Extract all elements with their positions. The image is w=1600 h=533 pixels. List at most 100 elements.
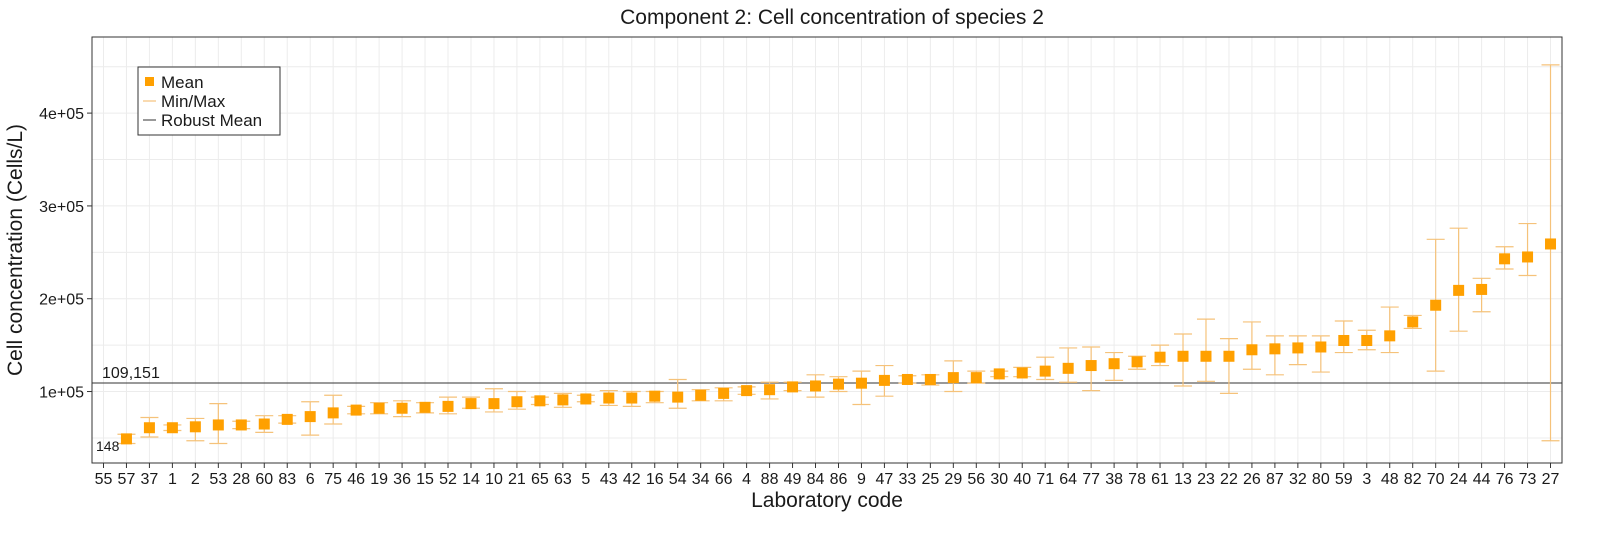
mean-point-86: [832, 378, 844, 390]
x-tick-label: 28: [232, 471, 250, 488]
mean-point-5: [580, 393, 592, 405]
mean-point-28: [235, 419, 247, 431]
x-tick-label: 70: [1427, 471, 1445, 488]
mean-point-4: [741, 385, 753, 397]
mean-point-19: [373, 402, 385, 414]
x-tick-label: 63: [554, 471, 572, 488]
mean-point-76: [1499, 253, 1511, 265]
x-tick-label: 19: [370, 471, 388, 488]
x-tick-label: 83: [278, 471, 296, 488]
x-tick-label: 56: [967, 471, 985, 488]
mean-point-47: [878, 374, 890, 386]
x-tick-label: 84: [807, 471, 825, 488]
legend-mean-label: Mean: [161, 73, 204, 92]
x-tick-label: 9: [857, 471, 866, 488]
mean-point-65: [534, 395, 546, 407]
mean-point-88: [764, 384, 776, 396]
x-tick-label: 61: [1151, 471, 1169, 488]
legend-minmax-label: Min/Max: [161, 92, 226, 111]
mean-point-15: [419, 401, 431, 413]
y-tick-label: 3e+05: [39, 199, 84, 216]
mean-point-61: [1154, 351, 1166, 363]
mean-point-13: [1177, 350, 1189, 362]
x-tick-label: 3: [1362, 471, 1371, 488]
mean-point-83: [281, 413, 293, 425]
x-tick-label: 37: [141, 471, 159, 488]
x-tick-label: 24: [1450, 471, 1468, 488]
mean-point-52: [442, 400, 454, 412]
x-tick-label: 29: [944, 471, 962, 488]
mean-point-60: [258, 418, 270, 430]
x-tick-label: 5: [581, 471, 590, 488]
mean-point-36: [396, 402, 408, 414]
x-tick-label: 60: [255, 471, 273, 488]
mean-point-64: [1062, 362, 1074, 374]
x-tick-label: 27: [1542, 471, 1560, 488]
mean-point-53: [212, 419, 224, 431]
x-tick-label: 49: [784, 471, 802, 488]
x-tick-label: 30: [990, 471, 1008, 488]
mean-point-59: [1338, 334, 1350, 346]
x-tick-label: 38: [1105, 471, 1123, 488]
mean-point-23: [1200, 350, 1212, 362]
x-tick-label: 76: [1496, 471, 1514, 488]
mean-point-6: [304, 411, 316, 423]
mean-point-63: [557, 394, 569, 406]
mean-point-24: [1453, 284, 1465, 296]
x-tick-label: 34: [692, 471, 710, 488]
x-tick-label: 78: [1128, 471, 1146, 488]
mean-point-78: [1131, 356, 1143, 368]
y-tick-label: 1e+05: [39, 385, 84, 402]
x-tick-label: 87: [1266, 471, 1284, 488]
plot-panel: [92, 37, 1562, 463]
x-tick-label: 46: [347, 471, 365, 488]
mean-point-49: [787, 381, 799, 393]
mean-point-77: [1085, 360, 1097, 372]
mean-point-14: [465, 398, 477, 410]
x-tick-label: 42: [623, 471, 641, 488]
legend-robust-mean-label: Robust Mean: [161, 111, 262, 130]
legend-box: [137, 66, 281, 136]
x-tick-label: 16: [646, 471, 664, 488]
x-tick-label: 15: [416, 471, 434, 488]
mean-point-27: [1545, 238, 1557, 250]
x-tick-label: 22: [1220, 471, 1238, 488]
mean-point-22: [1223, 350, 1235, 362]
mean-point-9: [855, 377, 867, 389]
mean-point-42: [626, 392, 638, 404]
x-tick-label: 36: [393, 471, 411, 488]
x-tick-label: 43: [600, 471, 618, 488]
mean-point-38: [1108, 358, 1120, 370]
legend: Mean Min/Max Robust Mean: [137, 66, 281, 136]
x-tick-label: 13: [1174, 471, 1192, 488]
x-tick-label: 55: [95, 471, 113, 488]
x-tick-label: 44: [1473, 471, 1491, 488]
mean-point-16: [649, 390, 661, 402]
x-tick-label: 88: [761, 471, 779, 488]
mean-point-73: [1522, 251, 1534, 263]
x-tick-label: 40: [1013, 471, 1031, 488]
x-tick-label: 33: [898, 471, 916, 488]
mean-point-29: [947, 372, 959, 384]
mean-point-87: [1269, 343, 1281, 355]
x-tick-label: 73: [1519, 471, 1537, 488]
mean-point-56: [970, 372, 982, 384]
x-tick-label: 6: [306, 471, 315, 488]
x-tick-label: 14: [462, 471, 480, 488]
mean-point-44: [1476, 283, 1488, 295]
mean-point-32: [1292, 342, 1304, 354]
legend-mean-icon: [145, 77, 154, 86]
x-tick-label: 64: [1059, 471, 1077, 488]
x-tick-label: 59: [1335, 471, 1353, 488]
x-tick-label: 26: [1243, 471, 1261, 488]
plot-border: [91, 36, 1563, 464]
mean-point-43: [603, 392, 615, 404]
mean-point-48: [1384, 330, 1396, 342]
mean-point-57: [120, 433, 132, 445]
x-tick-label: 82: [1404, 471, 1422, 488]
x-tick-label: 48: [1381, 471, 1399, 488]
low-value-label: 148: [96, 438, 120, 454]
mean-point-75: [327, 407, 339, 419]
y-tick-label: 2e+05: [39, 292, 84, 309]
x-tick-label: 86: [830, 471, 848, 488]
